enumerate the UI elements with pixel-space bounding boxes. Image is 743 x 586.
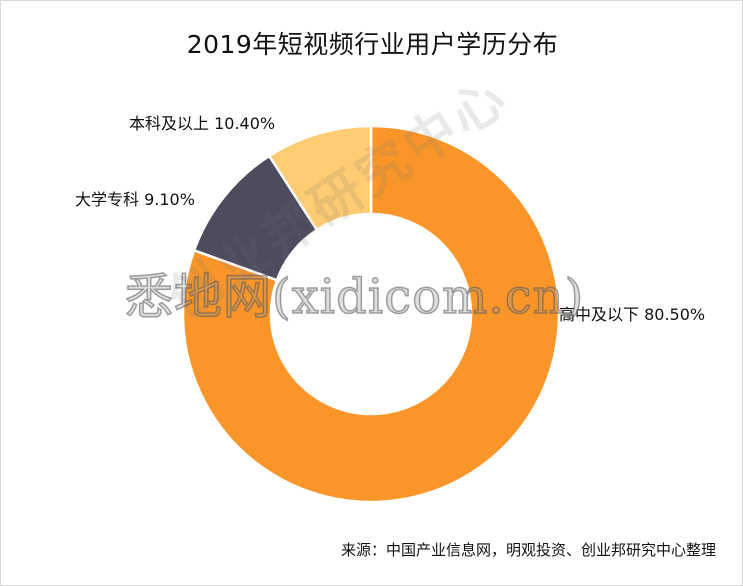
chart-title: 2019年短视频行业用户学历分布 bbox=[186, 30, 559, 59]
source-note: 来源：中国产业信息网，明观投资、创业邦研究中心整理 bbox=[340, 541, 716, 559]
slice-label-high-school: 高中及以下 80.50% bbox=[559, 305, 706, 324]
slice-label-college: 大学专科 9.10% bbox=[75, 190, 195, 209]
slice-label-bachelor: 本科及以上 10.40% bbox=[129, 114, 276, 133]
slice-high-school bbox=[181, 124, 561, 504]
slice-college bbox=[267, 124, 373, 232]
